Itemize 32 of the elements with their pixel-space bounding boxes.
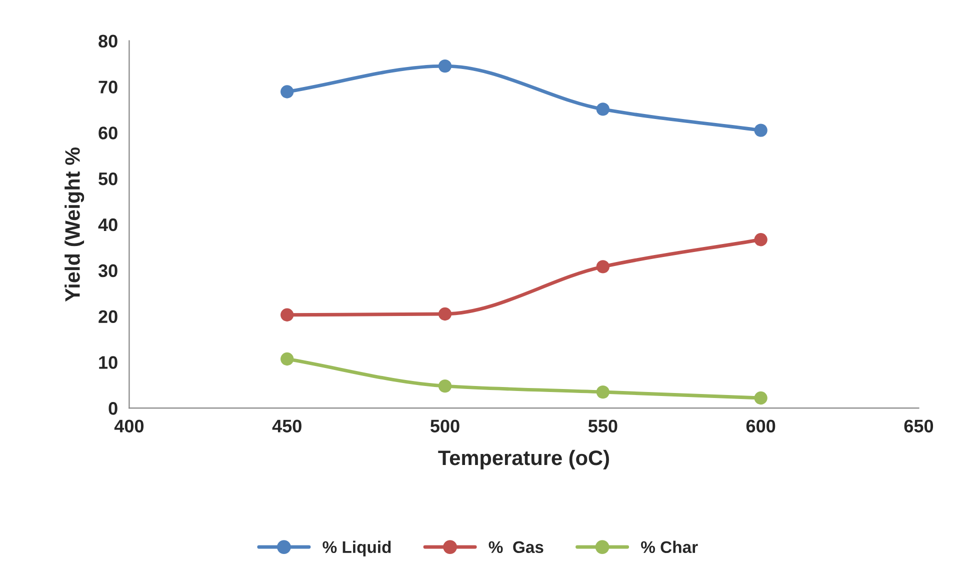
point bbox=[754, 233, 768, 246]
y-tick-label: 30 bbox=[98, 264, 118, 278]
point bbox=[280, 85, 294, 98]
point bbox=[754, 124, 768, 137]
x-axis-title: Temperature (oC) bbox=[438, 450, 609, 470]
y-axis-title: Yield (Weight % bbox=[64, 147, 84, 302]
point bbox=[596, 102, 610, 116]
y-tick-label: 40 bbox=[98, 218, 118, 232]
legend-label: % Char bbox=[641, 540, 698, 554]
y-tick-label: 60 bbox=[98, 126, 118, 140]
legend-label: % Liquid bbox=[322, 540, 391, 556]
y-tick-label: 50 bbox=[98, 172, 118, 186]
x-tick-label: 600 bbox=[746, 420, 776, 432]
point bbox=[596, 385, 610, 399]
point bbox=[438, 379, 452, 393]
y-tick-label: 80 bbox=[98, 34, 118, 48]
x-tick-label: 550 bbox=[588, 420, 618, 432]
x-tick-label: 400 bbox=[114, 420, 144, 432]
point bbox=[438, 59, 452, 73]
y-tick-label: 70 bbox=[98, 80, 118, 94]
y-tick-label: 20 bbox=[98, 310, 118, 323]
point bbox=[280, 308, 294, 322]
x-tick-label: 450 bbox=[272, 420, 302, 432]
y-tick-label: 0 bbox=[108, 402, 118, 415]
point bbox=[280, 352, 294, 366]
x-tick-label: 650 bbox=[904, 420, 934, 432]
legend-label: % Gas bbox=[488, 541, 544, 554]
point bbox=[438, 307, 452, 321]
y-tick-label: 10 bbox=[99, 356, 118, 369]
x-tick-label: 500 bbox=[430, 420, 460, 432]
point bbox=[596, 260, 610, 274]
point bbox=[754, 391, 768, 405]
